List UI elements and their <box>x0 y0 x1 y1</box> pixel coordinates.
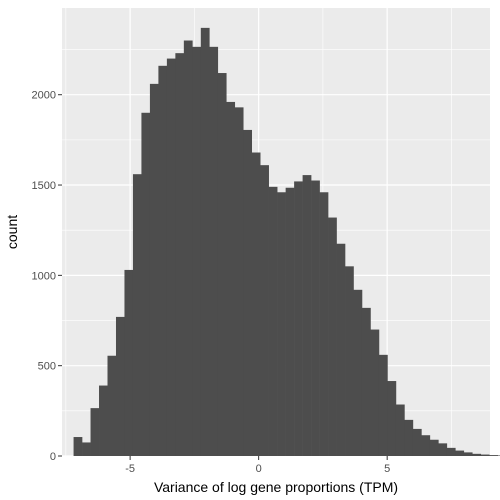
x-tick-label: 5 <box>384 463 390 475</box>
y-tick-label: 0 <box>50 451 56 463</box>
histogram-bar <box>429 439 439 456</box>
histogram-bar <box>158 65 168 456</box>
histogram-bar <box>311 180 320 457</box>
histogram-bar <box>149 83 159 456</box>
histogram-bar <box>361 307 371 456</box>
histogram-bar <box>446 447 456 456</box>
bars <box>73 27 500 457</box>
histogram-bar <box>175 53 185 457</box>
histogram-bar <box>353 289 363 456</box>
histogram-bar <box>302 175 312 456</box>
x-tick-label: 0 <box>256 463 262 475</box>
y-tick-label: 1000 <box>32 270 56 282</box>
histogram-bar <box>395 404 405 456</box>
histogram-bar <box>463 452 473 456</box>
histogram-bar <box>217 73 227 456</box>
histogram-bar <box>268 186 278 456</box>
histogram-bar <box>141 112 151 456</box>
histogram-bar <box>200 27 210 456</box>
histogram-bar <box>115 316 125 456</box>
histogram-bar <box>82 442 91 456</box>
histogram-bar <box>336 243 346 456</box>
histogram-bar <box>497 455 500 456</box>
histogram-bar <box>345 266 354 456</box>
histogram-bar <box>132 174 142 456</box>
histogram-bar <box>480 454 490 456</box>
histogram-bar <box>73 437 83 456</box>
histogram-bar <box>277 192 286 457</box>
histogram-bar <box>455 450 465 456</box>
histogram-bar <box>387 381 397 456</box>
histogram-bar <box>489 455 499 456</box>
histogram-bar <box>378 354 388 456</box>
histogram-bar <box>319 192 329 457</box>
histogram-bar <box>285 187 295 456</box>
histogram-bar <box>251 152 261 457</box>
histogram-bar <box>99 385 108 456</box>
histogram-bar <box>124 269 134 456</box>
y-tick-label: 2000 <box>32 90 56 102</box>
x-tick-label: -5 <box>125 463 135 475</box>
x-axis: -5 0 5 <box>125 456 390 475</box>
histogram-bar <box>209 46 219 456</box>
y-tick-label: 500 <box>38 361 56 373</box>
histogram-bar <box>472 453 482 456</box>
y-axis-title: count <box>4 215 20 249</box>
histogram-bar <box>412 428 422 456</box>
histogram-bar <box>192 46 202 456</box>
histogram-bar <box>438 443 448 456</box>
y-axis: 0 500 1000 1500 2000 <box>32 90 62 463</box>
histogram-bar <box>370 329 380 456</box>
histogram-bar <box>226 101 236 456</box>
histogram-bar <box>183 40 193 457</box>
histogram-bar <box>107 355 117 456</box>
histogram-bar <box>166 58 176 456</box>
y-tick-label: 1500 <box>32 180 56 192</box>
histogram-bar <box>421 435 431 456</box>
histogram-bar <box>328 217 337 456</box>
histogram-bar <box>234 107 244 457</box>
histogram-bar <box>404 419 414 456</box>
histogram-bar <box>90 408 100 456</box>
histogram-bar <box>243 129 253 456</box>
histogram-bar <box>260 165 269 456</box>
histogram-bar <box>294 181 303 456</box>
x-axis-title: Variance of log gene proportions (TPM) <box>154 479 398 495</box>
